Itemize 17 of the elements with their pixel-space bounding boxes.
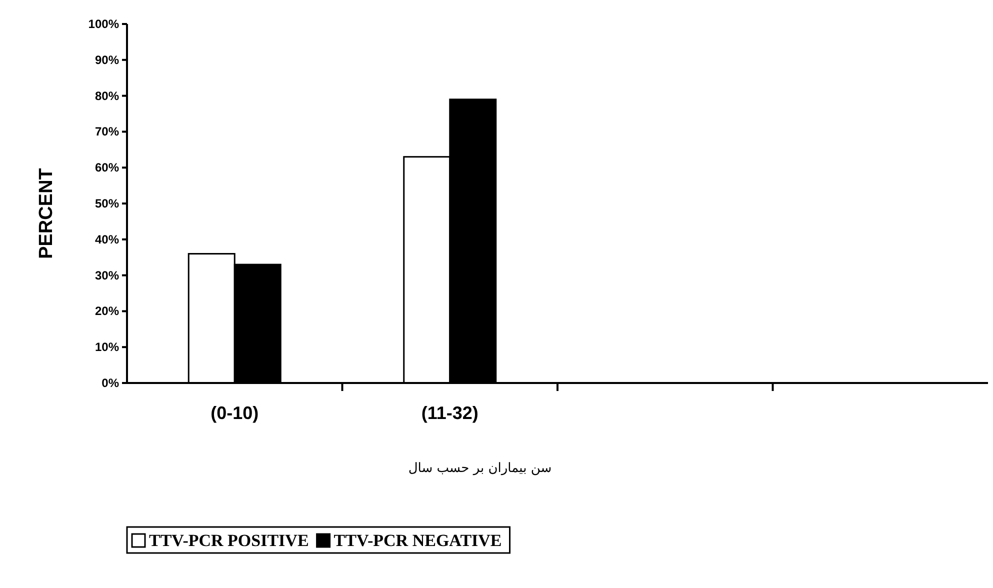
y-tick-label: 10% — [94, 340, 120, 354]
y-tick-label: 30% — [94, 268, 120, 282]
y-tick-label: 70% — [94, 124, 120, 139]
y-tick-label: 20% — [94, 304, 120, 318]
y-tick-label: 50% — [94, 196, 120, 210]
y-axis-title: PERCENT — [36, 168, 57, 259]
x-axis-title: سن بیماران بر حسب سال — [408, 461, 552, 476]
legend-label: TTV-PCR POSITIVE — [149, 531, 309, 550]
y-tick-label: 100% — [88, 17, 120, 31]
x-tick-label: (11-32) — [421, 403, 478, 423]
legend-label: TTV-PCR NEGATIVE — [334, 531, 502, 550]
x-tick-label: (0-10) — [210, 403, 259, 423]
y-tick-label: 60% — [94, 160, 120, 175]
y-tick-label: 90% — [94, 52, 120, 67]
y-tick-label: 40% — [94, 232, 120, 246]
y-tick-label: 0% — [102, 376, 120, 390]
y-tick-label: 80% — [94, 88, 120, 103]
